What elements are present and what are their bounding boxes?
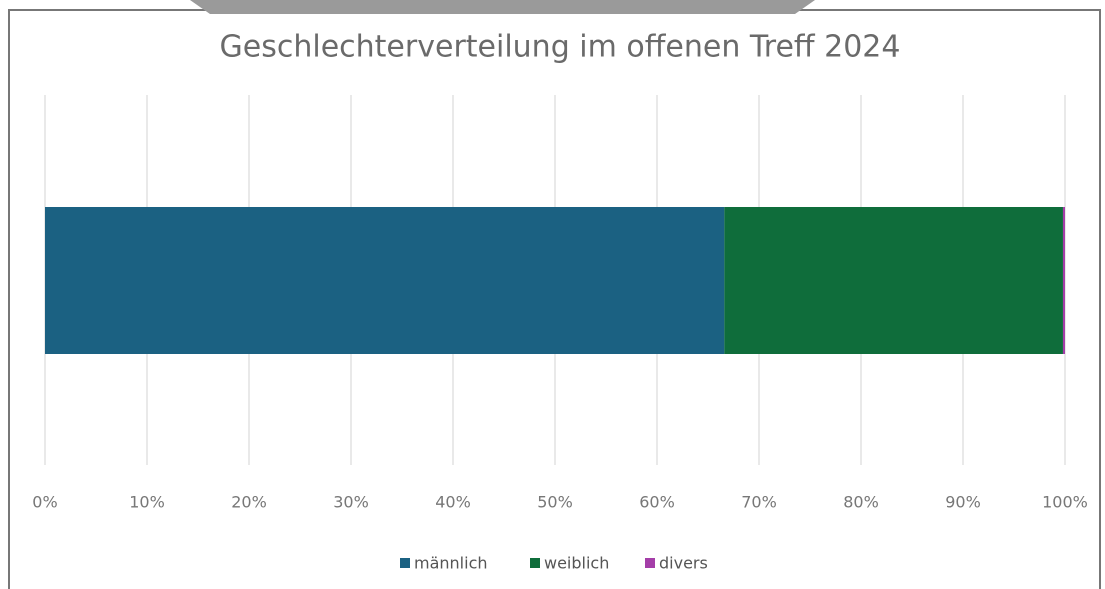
x-tick-label: 70% xyxy=(741,493,777,512)
x-tick-label: 30% xyxy=(333,493,369,512)
legend-swatch xyxy=(400,558,410,568)
x-tick-label: 10% xyxy=(129,493,165,512)
x-tick-label: 50% xyxy=(537,493,573,512)
legend-swatch xyxy=(645,558,655,568)
legend-label: männlich xyxy=(414,554,488,573)
bar-segment xyxy=(45,207,725,354)
x-tick-label: 100% xyxy=(1042,493,1088,512)
x-tick-label: 90% xyxy=(945,493,981,512)
x-tick-label: 80% xyxy=(843,493,879,512)
legend-label: divers xyxy=(659,554,708,573)
legend-swatch xyxy=(530,558,540,568)
x-tick-label: 0% xyxy=(32,493,57,512)
x-tick-label: 40% xyxy=(435,493,471,512)
x-tick-label: 20% xyxy=(231,493,267,512)
bar-segment xyxy=(1062,207,1065,354)
x-tick-label: 60% xyxy=(639,493,675,512)
chart-title: Geschlechterverteilung im offenen Treff … xyxy=(220,30,901,65)
legend-label: weiblich xyxy=(544,554,609,573)
bar-segment xyxy=(724,207,1063,354)
tab-decoration xyxy=(190,0,815,14)
